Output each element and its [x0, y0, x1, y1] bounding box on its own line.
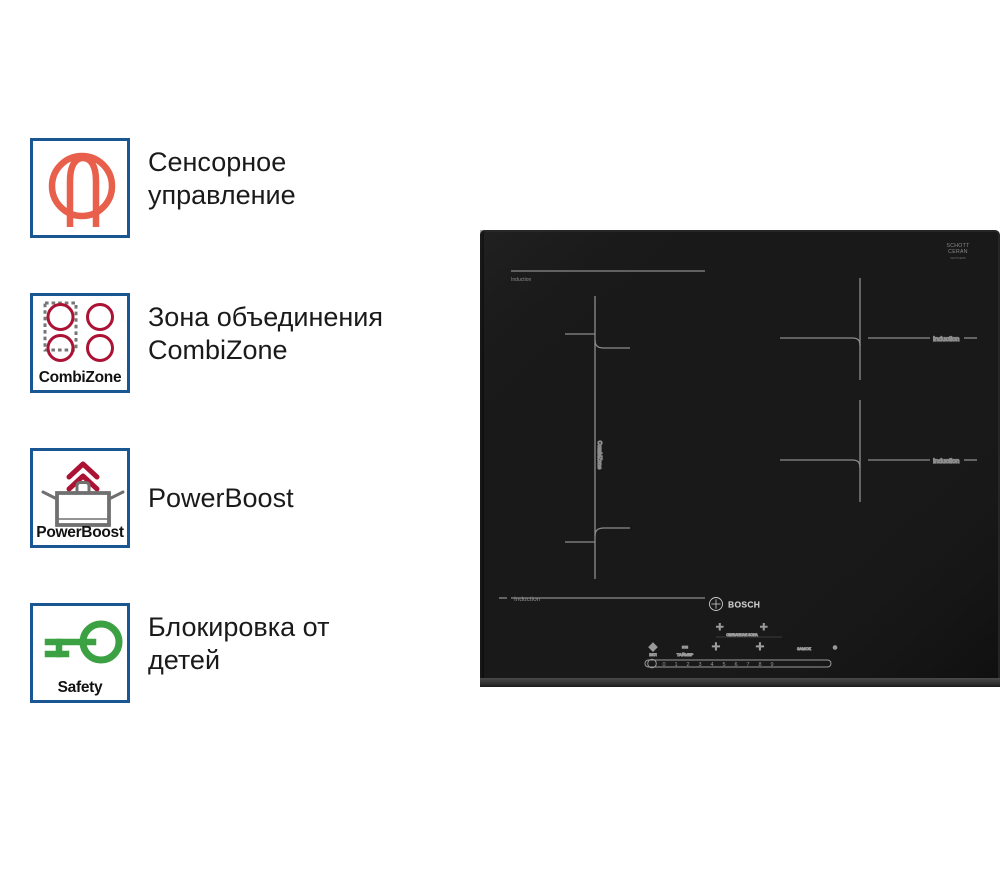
svg-text:6: 6	[734, 662, 737, 668]
svg-text:СВЯЗАННАЯ ЗОНА: СВЯЗАННАЯ ЗОНА	[726, 633, 758, 637]
svg-text:Induction: Induction	[933, 336, 960, 343]
svg-text:ВКЛ: ВКЛ	[649, 652, 657, 657]
svg-text:1: 1	[674, 662, 677, 668]
svg-text:CombiZone: CombiZone	[596, 441, 602, 469]
svg-text:2: 2	[686, 662, 689, 668]
svg-text:8: 8	[758, 662, 761, 668]
svg-text:✛: ✛	[712, 642, 720, 653]
svg-text:BOSCH: BOSCH	[728, 600, 760, 610]
svg-text:▪▪: ▪▪	[682, 642, 688, 652]
svg-text:ТАЙМЕР: ТАЙМЕР	[677, 652, 694, 657]
svg-text:⏺: ⏺	[833, 643, 837, 652]
svg-text:Induction: Induction	[514, 596, 541, 603]
svg-text:9: 9	[770, 662, 773, 668]
svg-text:0: 0	[662, 662, 665, 668]
svg-text:NEXTREMS: NEXTREMS	[950, 256, 966, 260]
svg-text:✛: ✛	[716, 622, 724, 632]
svg-text:Induction: Induction	[511, 277, 532, 283]
svg-text:3: 3	[698, 662, 701, 668]
svg-text:✛: ✛	[756, 642, 764, 653]
svg-text:7: 7	[746, 662, 749, 668]
svg-text:CERAN: CERAN	[948, 249, 968, 255]
svg-text:5: 5	[722, 662, 725, 668]
svg-text:Induction: Induction	[933, 458, 960, 465]
svg-text:ЗАМОК: ЗАМОК	[797, 646, 812, 651]
svg-text:4: 4	[710, 662, 713, 668]
svg-text:✛: ✛	[760, 622, 768, 632]
